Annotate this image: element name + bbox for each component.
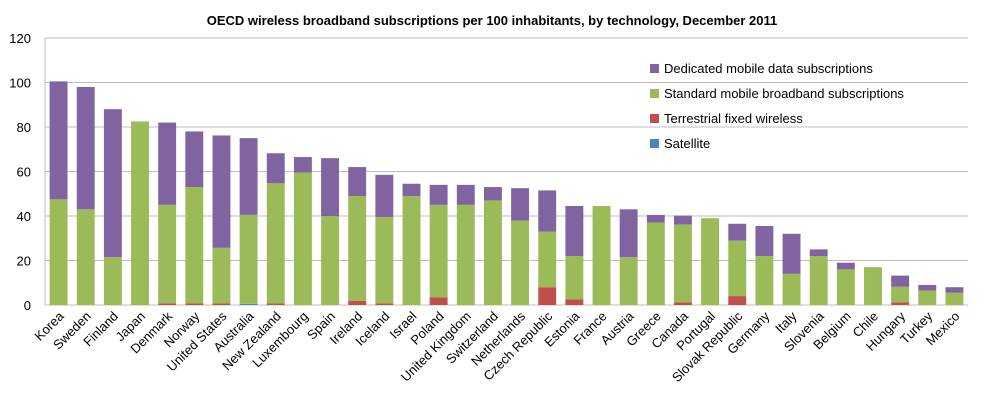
bar-segment [483,187,502,201]
bar-segment [782,273,801,305]
bar-segment [918,290,937,305]
bar-segment [76,86,95,210]
y-tick-label: 0 [24,298,31,313]
bar-segment [402,195,421,305]
chart-title: OECD wireless broadband subscriptions pe… [207,13,777,28]
bar-segment [375,217,394,304]
bar-segment [646,222,665,305]
legend-swatch [650,64,659,73]
legend-label: Terrestrial fixed wireless [664,111,803,126]
bar-segment [239,138,258,215]
bar-segment [755,226,774,257]
y-tick-label: 60 [17,165,31,180]
bar-segment [456,184,475,205]
bar-segment [809,249,828,257]
bar-segment [293,172,312,305]
bar-segment [429,184,448,205]
legend-swatch [650,89,659,98]
bar-segment [158,122,177,205]
legend: Dedicated mobile data subscriptions Stand… [650,61,904,151]
bar-segment [483,200,502,305]
bar-segment [375,303,394,305]
gridlines [45,37,968,306]
bar-segment [701,218,720,305]
y-tick-label: 80 [17,120,31,135]
bar-segment [918,284,937,291]
bar-segment [538,287,557,305]
bar-segment [728,240,747,297]
bar-segment [76,209,95,305]
bar-segment [49,81,68,200]
bar-segment [619,257,638,305]
bar-segment [185,187,204,304]
bar-segment [103,109,122,258]
legend-label: Satellite [664,136,710,151]
bar-segment [266,303,285,305]
y-tick-label: 40 [17,209,31,224]
bar-segment [864,267,882,305]
bar-segment [103,257,122,305]
bar-segment [755,256,774,305]
bar-segment [185,303,204,305]
bar-segment [619,209,638,258]
bar-segment [49,199,68,305]
bar-segment [945,292,964,305]
bar-segment [592,205,611,305]
bar-segment [565,256,584,300]
bar-segment [456,204,475,305]
bar-segment [891,302,910,305]
bar-segment [348,167,367,196]
bar-segment [538,231,557,288]
bar-segment [728,223,747,241]
bar-segment [212,247,231,304]
bar-segment [239,214,258,304]
bar-segment [212,135,231,248]
bar-segment [646,214,665,223]
bar-segment [158,303,177,305]
bar-segment [131,121,149,305]
legend-label: Standard mobile broadband subscriptions [664,86,904,101]
bar-segment [891,286,910,303]
bar-segment [429,204,448,298]
bar-segment [266,153,285,184]
bar-segment [565,205,584,257]
y-tick-label: 120 [9,31,31,46]
bar-segment [782,233,801,274]
bar-segment [158,204,177,304]
y-axis: 0 20 40 60 80 100 120 [9,31,46,313]
legend-swatch [650,139,659,148]
bar-segment [728,296,747,305]
bar-segment [429,297,448,305]
y-tick-label: 20 [17,254,31,269]
bar-segment [673,224,692,303]
bar-segment [293,157,312,173]
bar-segment [891,275,910,287]
bar-segment [321,216,340,305]
bar-segment [809,256,828,305]
bar-segment [673,302,692,305]
bar-segment [538,190,557,232]
bar-segment [348,195,367,301]
bar-segment [836,269,855,305]
bar-segment [266,183,285,304]
legend-label: Dedicated mobile data subscriptions [664,61,873,76]
legend-swatch [650,114,659,123]
bar-segment [321,158,340,216]
bar-segment [945,287,964,293]
x-axis: KoreaSwedenFinlandJapanDenmarkNorwayUnit… [32,308,963,385]
y-tick-label: 100 [9,76,31,91]
bar-segment [212,303,231,305]
bar-segment [348,300,367,305]
bar-segment [375,174,394,218]
bar-segment [511,220,530,305]
bar-segment [239,303,258,305]
bar-segment [185,131,204,188]
bar-segment [565,299,584,305]
bar-segment [511,188,530,221]
bars [49,81,964,305]
bar-segment [673,215,692,225]
bar-segment [402,183,421,196]
bar-segment [836,262,855,270]
